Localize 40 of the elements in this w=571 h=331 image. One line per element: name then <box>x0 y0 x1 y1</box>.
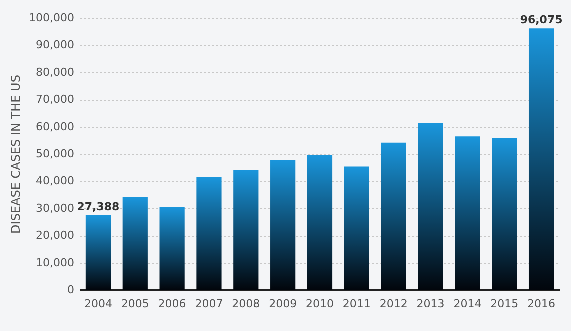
y-axis-title: DISEASE CASES IN THE US <box>9 75 24 234</box>
y-tick-label: 40,000 <box>36 174 74 188</box>
y-tick-label: 80,000 <box>36 66 74 79</box>
y-tick-label: 0 <box>68 284 74 296</box>
bar <box>307 155 333 290</box>
bar <box>344 166 370 290</box>
y-tick-label: 60,000 <box>36 120 74 134</box>
x-tick-label: 2012 <box>380 298 408 310</box>
bar <box>381 142 406 290</box>
x-tick-label: 2008 <box>232 298 260 310</box>
y-tick-label: 30,000 <box>36 202 74 215</box>
bar <box>86 216 112 290</box>
x-tick-label: 2013 <box>416 298 445 310</box>
x-tick-label: 2005 <box>121 298 150 310</box>
bar <box>270 160 296 290</box>
data-label: 96,075 <box>520 14 563 27</box>
x-tick-label: 2014 <box>454 298 482 310</box>
bar <box>122 198 148 290</box>
data-label: 27,388 <box>77 200 120 214</box>
y-tick-label: 10,000 <box>36 256 74 270</box>
bar <box>234 170 259 290</box>
x-tick-label: 2009 <box>269 298 298 310</box>
bar <box>455 136 480 290</box>
y-tick-label: 20,000 <box>36 229 74 242</box>
bar <box>492 138 518 290</box>
x-tick-label: 2015 <box>490 298 519 310</box>
x-tick-label: 2007 <box>195 298 224 310</box>
x-tick-label: 2006 <box>158 298 186 310</box>
y-tick-label: 100,000 <box>29 12 74 24</box>
x-tick-label: 2004 <box>84 298 112 310</box>
bar <box>528 28 554 290</box>
bar <box>196 177 222 290</box>
y-tick-label: 70,000 <box>36 93 74 106</box>
y-tick-label: 90,000 <box>36 38 74 52</box>
x-tick-label: 2010 <box>306 298 334 310</box>
x-tick-label: 2011 <box>342 298 371 310</box>
bar <box>160 207 185 290</box>
x-tick-label: 2016 <box>528 298 556 310</box>
bar <box>418 123 444 290</box>
y-tick-label: 50,000 <box>36 148 74 160</box>
